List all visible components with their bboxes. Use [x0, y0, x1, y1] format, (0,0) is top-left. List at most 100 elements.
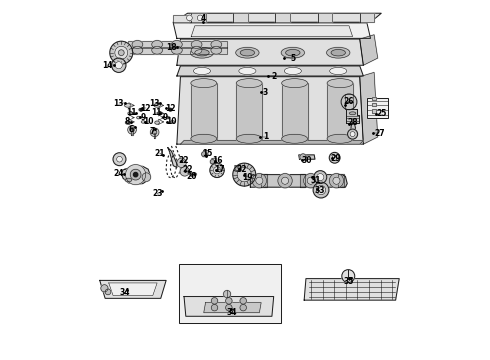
Text: 27: 27 [374, 129, 385, 138]
Circle shape [105, 289, 111, 295]
Ellipse shape [191, 41, 202, 48]
Text: 11: 11 [126, 108, 137, 117]
Text: 21: 21 [154, 149, 165, 158]
Circle shape [304, 174, 318, 188]
Text: 29: 29 [330, 154, 341, 163]
Circle shape [211, 305, 218, 311]
Bar [371, 103, 376, 107]
Polygon shape [203, 150, 208, 157]
Polygon shape [177, 66, 364, 76]
Ellipse shape [154, 104, 160, 107]
Text: 22: 22 [182, 166, 193, 175]
Text: 15: 15 [202, 149, 213, 158]
Ellipse shape [190, 172, 196, 176]
Polygon shape [204, 303, 261, 313]
Bar [191, 83, 217, 139]
Text: 7: 7 [150, 127, 155, 136]
Circle shape [152, 130, 157, 134]
Polygon shape [211, 158, 216, 164]
Text: 6: 6 [129, 125, 134, 134]
Text: 31: 31 [311, 176, 321, 185]
Polygon shape [191, 26, 353, 37]
Circle shape [180, 167, 190, 176]
Ellipse shape [327, 134, 353, 143]
Bar [282, 83, 308, 139]
Circle shape [223, 291, 231, 298]
Circle shape [314, 171, 327, 184]
Bar [371, 97, 376, 100]
Ellipse shape [132, 46, 143, 54]
Circle shape [317, 185, 326, 195]
Circle shape [252, 174, 267, 188]
Text: 26: 26 [344, 96, 354, 105]
Ellipse shape [155, 121, 159, 124]
Polygon shape [100, 280, 166, 298]
Ellipse shape [349, 112, 356, 115]
Polygon shape [300, 174, 305, 187]
Ellipse shape [171, 121, 174, 123]
Circle shape [240, 305, 246, 311]
Polygon shape [360, 72, 378, 144]
Polygon shape [345, 102, 353, 109]
Polygon shape [177, 39, 364, 65]
Text: 23: 23 [152, 189, 162, 198]
Polygon shape [233, 13, 247, 22]
Circle shape [300, 154, 306, 160]
Ellipse shape [137, 116, 140, 119]
Ellipse shape [240, 49, 255, 56]
Ellipse shape [330, 67, 347, 75]
Text: 35: 35 [344, 276, 354, 285]
Circle shape [150, 128, 159, 136]
Circle shape [329, 174, 343, 188]
Circle shape [210, 163, 224, 177]
Polygon shape [177, 77, 364, 144]
Ellipse shape [282, 134, 308, 143]
Ellipse shape [282, 79, 308, 87]
Ellipse shape [172, 41, 182, 48]
Circle shape [237, 167, 251, 182]
Ellipse shape [139, 108, 143, 111]
Circle shape [347, 129, 358, 139]
Circle shape [142, 173, 151, 181]
Circle shape [113, 153, 126, 166]
Text: 3: 3 [262, 87, 268, 96]
Circle shape [278, 174, 292, 188]
Circle shape [342, 270, 355, 283]
Ellipse shape [286, 49, 300, 56]
Circle shape [333, 177, 340, 184]
Circle shape [112, 58, 126, 72]
Ellipse shape [281, 47, 304, 58]
Circle shape [210, 159, 215, 164]
Text: 12: 12 [141, 104, 151, 113]
Polygon shape [261, 174, 267, 187]
Text: 17: 17 [215, 165, 225, 174]
Text: 34: 34 [226, 308, 237, 317]
Bar [371, 109, 376, 113]
Ellipse shape [236, 79, 262, 87]
Polygon shape [275, 13, 290, 22]
Ellipse shape [125, 121, 130, 124]
Bar [236, 83, 262, 139]
Polygon shape [128, 46, 227, 54]
Polygon shape [318, 13, 332, 22]
Polygon shape [173, 23, 370, 39]
Circle shape [233, 163, 256, 186]
Ellipse shape [327, 79, 353, 87]
Polygon shape [235, 166, 241, 171]
Ellipse shape [152, 41, 163, 48]
Circle shape [130, 128, 134, 132]
Text: 28: 28 [347, 118, 358, 127]
Ellipse shape [128, 112, 133, 115]
Circle shape [130, 169, 141, 180]
Text: 30: 30 [301, 156, 312, 165]
Circle shape [317, 174, 324, 181]
Ellipse shape [194, 67, 211, 75]
Circle shape [110, 41, 133, 64]
Circle shape [350, 132, 355, 136]
Ellipse shape [326, 47, 350, 58]
Circle shape [115, 62, 122, 69]
Circle shape [187, 15, 192, 21]
Ellipse shape [125, 178, 132, 182]
Polygon shape [128, 41, 227, 48]
Text: 19: 19 [243, 173, 253, 182]
